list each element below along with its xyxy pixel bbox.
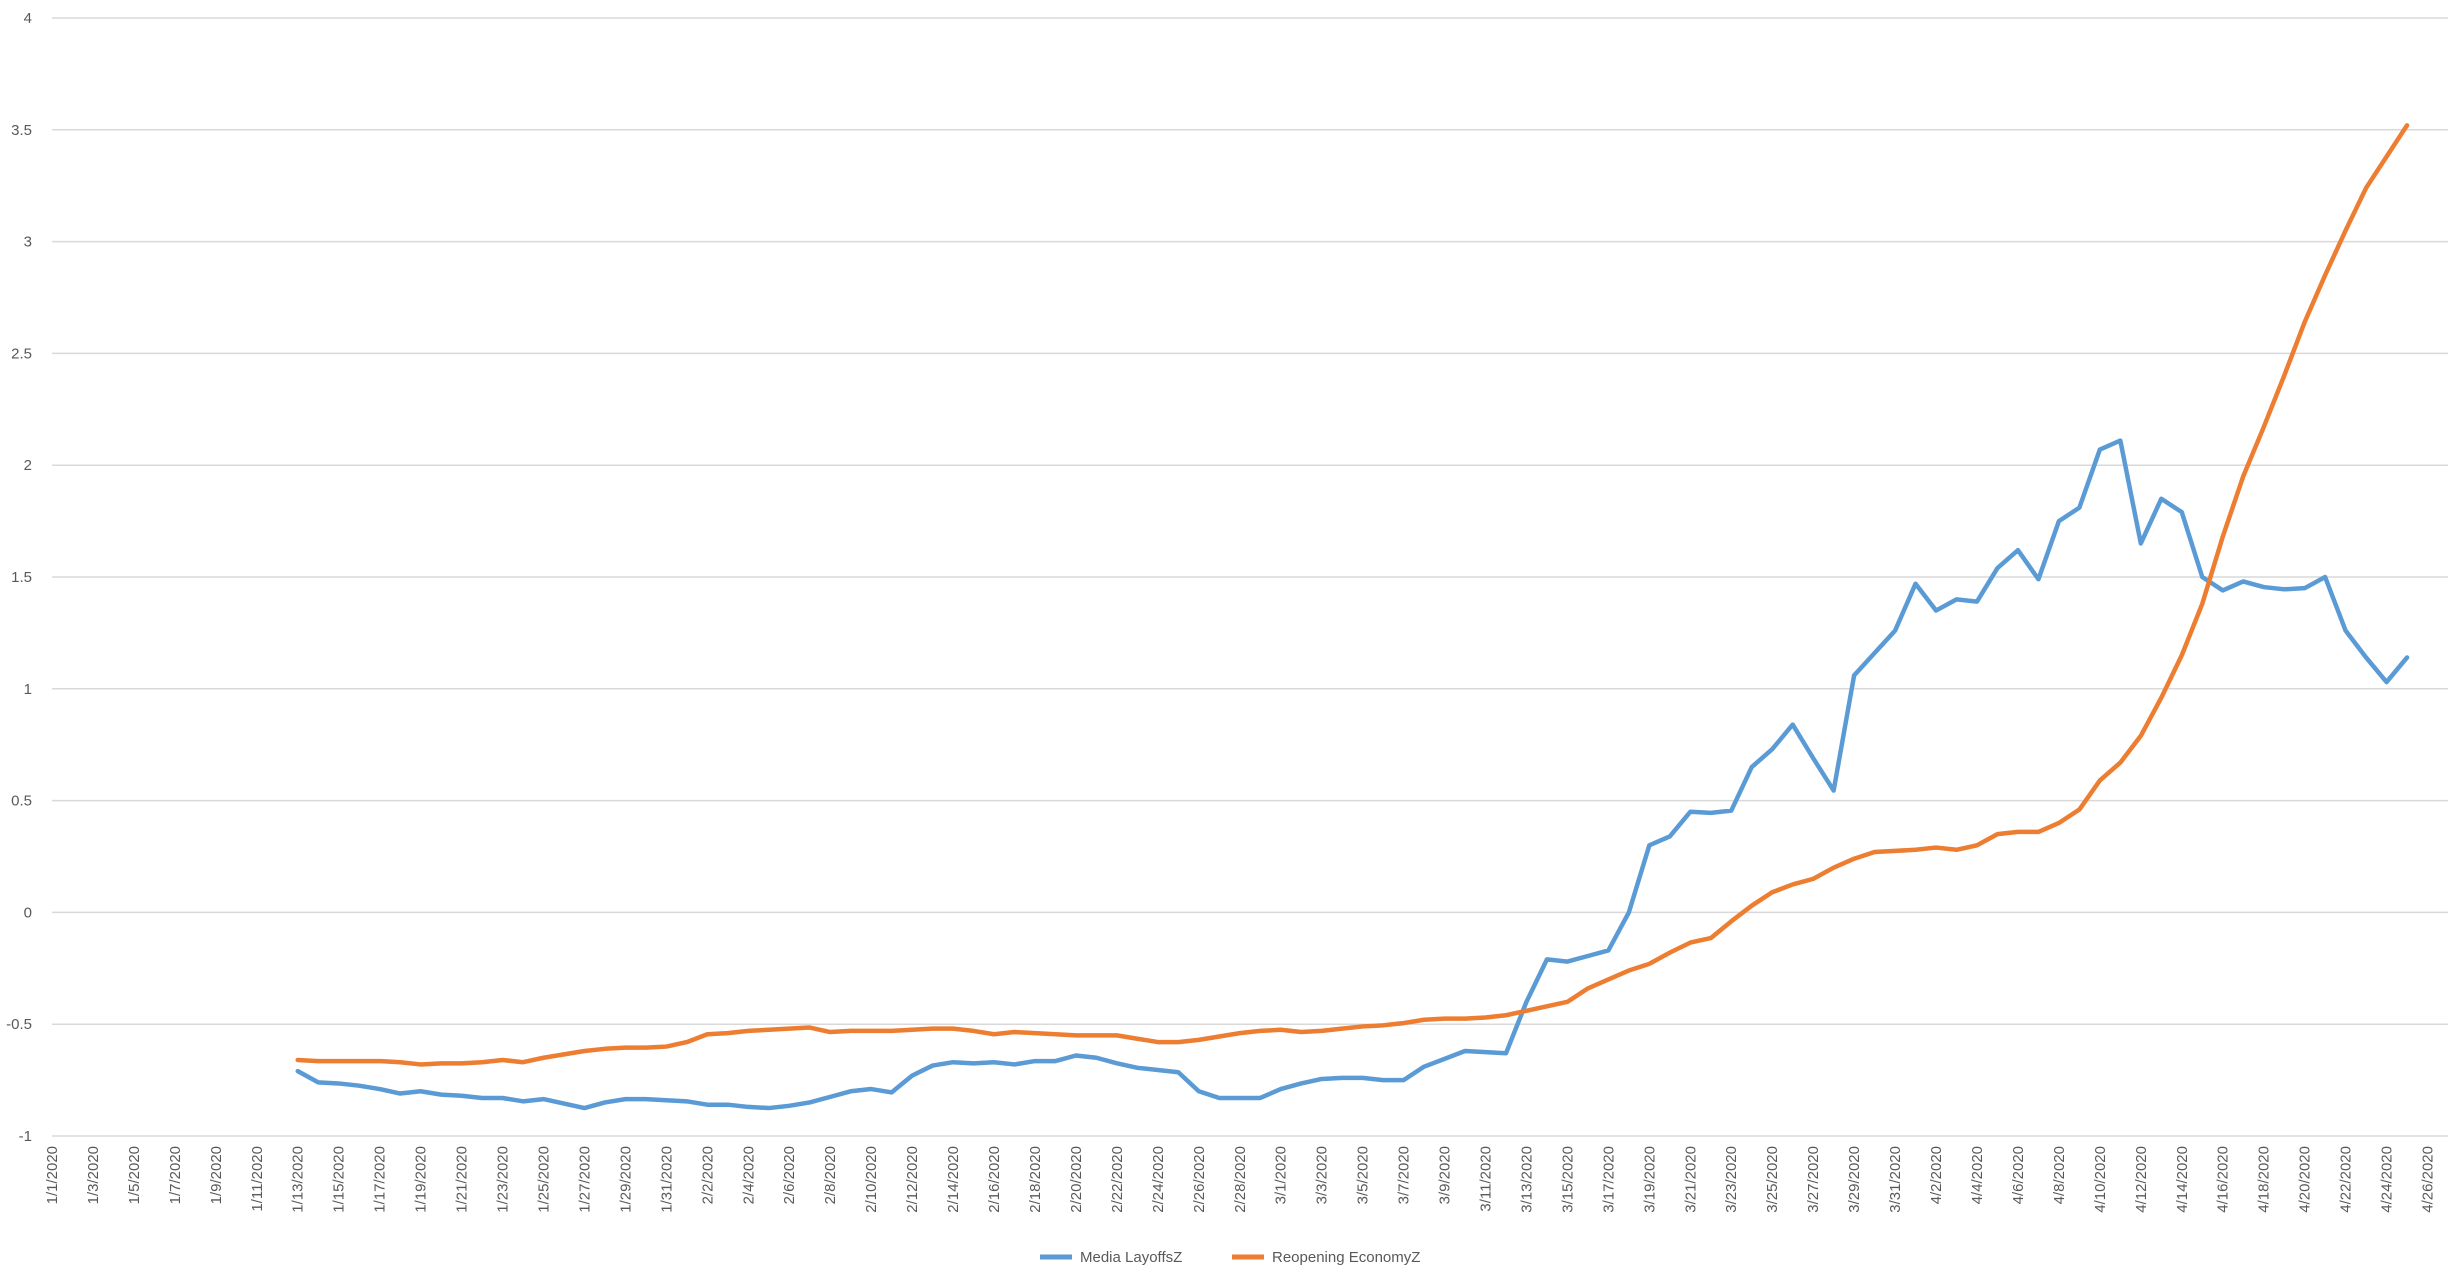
y-tick-label: 1: [24, 681, 32, 698]
legend-label-media-layoffs: Media LayoffsZ: [1080, 1249, 1182, 1266]
x-tick-label: 4/14/2020: [2174, 1146, 2191, 1213]
x-tick-label: 1/11/2020: [249, 1146, 266, 1212]
x-tick-label: 3/9/2020: [1437, 1146, 1454, 1204]
x-tick-label: 1/25/2020: [535, 1146, 552, 1213]
x-tick-label: 3/23/2020: [1723, 1146, 1740, 1213]
y-tick-label: 3.5: [11, 122, 32, 139]
x-tick-label: 3/21/2020: [1682, 1146, 1699, 1213]
x-tick-label: 2/6/2020: [781, 1146, 798, 1204]
legend: Media LayoffsZ Reopening EconomyZ: [1040, 1249, 1420, 1266]
y-tick-label: 3: [24, 234, 32, 251]
x-tick-label: 2/12/2020: [904, 1146, 921, 1213]
x-tick-label: 2/4/2020: [740, 1146, 757, 1204]
series-line-media-layoffs: [295, 438, 2410, 1111]
x-tick-label: 4/2/2020: [1928, 1146, 1945, 1204]
y-tick-label: 1.5: [11, 569, 32, 586]
legend-label-reopening-economy: Reopening EconomyZ: [1272, 1249, 1420, 1266]
x-tick-label: 1/27/2020: [576, 1146, 593, 1213]
x-tick-label: 4/24/2020: [2379, 1146, 2396, 1213]
x-tick-label: 3/5/2020: [1355, 1146, 1372, 1204]
x-tick-label: 4/12/2020: [2133, 1146, 2150, 1213]
legend-entry-media-layoffs: Media LayoffsZ: [1040, 1249, 1182, 1266]
x-tick-label: 4/20/2020: [2297, 1146, 2314, 1213]
series-lines: [295, 123, 2410, 1111]
x-tick-label: 2/26/2020: [1191, 1146, 1208, 1213]
x-tick-label: 2/22/2020: [1109, 1146, 1126, 1213]
x-tick-label: 1/21/2020: [454, 1146, 471, 1213]
x-axis-tick-labels: 1/1/2020 1/3/2020 1/5/2020 1/7/2020 1/9/2020…: [44, 1146, 2437, 1213]
x-tick-label: 1/23/2020: [495, 1146, 512, 1213]
y-tick-label: 2: [24, 457, 32, 474]
x-tick-label: 2/20/2020: [1068, 1146, 1085, 1213]
x-tick-label: 2/14/2020: [945, 1146, 962, 1213]
x-tick-label: 2/18/2020: [1027, 1146, 1044, 1213]
x-tick-label: 2/28/2020: [1232, 1146, 1249, 1213]
x-tick-label: 3/29/2020: [1846, 1146, 1863, 1213]
x-tick-label: 3/19/2020: [1641, 1146, 1658, 1213]
x-tick-label: 2/10/2020: [863, 1146, 880, 1213]
x-tick-label: 3/11/2020: [1478, 1146, 1495, 1212]
x-tick-label: 3/17/2020: [1600, 1146, 1617, 1213]
x-tick-label: 1/7/2020: [167, 1146, 184, 1204]
x-tick-label: 2/8/2020: [822, 1146, 839, 1204]
x-tick-label: 3/3/2020: [1314, 1146, 1331, 1204]
x-tick-label: 1/29/2020: [617, 1146, 634, 1213]
y-tick-label: 0.5: [11, 793, 32, 810]
x-tick-label: 2/16/2020: [986, 1146, 1003, 1213]
x-tick-label: 1/9/2020: [208, 1146, 225, 1204]
x-tick-label: 2/2/2020: [699, 1146, 716, 1204]
x-tick-label: 3/1/2020: [1273, 1146, 1290, 1204]
x-tick-label: 1/31/2020: [658, 1146, 675, 1213]
x-tick-label: 4/4/2020: [1969, 1146, 1986, 1204]
y-tick-label: 0: [24, 904, 32, 921]
x-tick-label: 3/15/2020: [1559, 1146, 1576, 1213]
x-tick-label: 4/26/2020: [2420, 1146, 2437, 1213]
x-tick-label: 1/3/2020: [85, 1146, 102, 1204]
y-tick-label: -0.5: [6, 1016, 32, 1033]
x-tick-label: 1/13/2020: [290, 1146, 307, 1213]
legend-entry-reopening-economy: Reopening EconomyZ: [1232, 1249, 1420, 1266]
y-tick-label: 2.5: [11, 345, 32, 362]
x-tick-label: 4/18/2020: [2256, 1146, 2273, 1213]
x-tick-label: 1/19/2020: [413, 1146, 430, 1213]
x-tick-label: 4/6/2020: [2010, 1146, 2027, 1204]
x-tick-label: 2/24/2020: [1150, 1146, 1167, 1213]
y-tick-label: 4: [24, 10, 32, 27]
x-tick-label: 1/5/2020: [126, 1146, 143, 1204]
series-line-reopening-economy: [295, 123, 2410, 1067]
x-tick-label: 3/25/2020: [1764, 1146, 1781, 1213]
x-tick-label: 4/16/2020: [2215, 1146, 2232, 1213]
x-tick-label: 3/31/2020: [1887, 1146, 1904, 1213]
x-tick-label: 4/22/2020: [2338, 1146, 2355, 1213]
x-tick-label: 1/15/2020: [331, 1146, 348, 1213]
x-tick-label: 3/13/2020: [1518, 1146, 1535, 1213]
x-tick-label: 1/17/2020: [372, 1146, 389, 1213]
gridlines: [52, 17, 2448, 1137]
x-tick-label: 3/27/2020: [1805, 1146, 1822, 1213]
y-tick-label: -1: [19, 1128, 32, 1145]
x-tick-label: 3/7/2020: [1396, 1146, 1413, 1204]
x-tick-label: 1/1/2020: [44, 1146, 61, 1204]
x-tick-label: 4/8/2020: [2051, 1146, 2068, 1204]
x-tick-label: 4/10/2020: [2092, 1146, 2109, 1213]
y-axis-tick-labels: -1 -0.5 0 0.5 1 1.5 2 2.5 3 3.5 4: [6, 10, 32, 1145]
